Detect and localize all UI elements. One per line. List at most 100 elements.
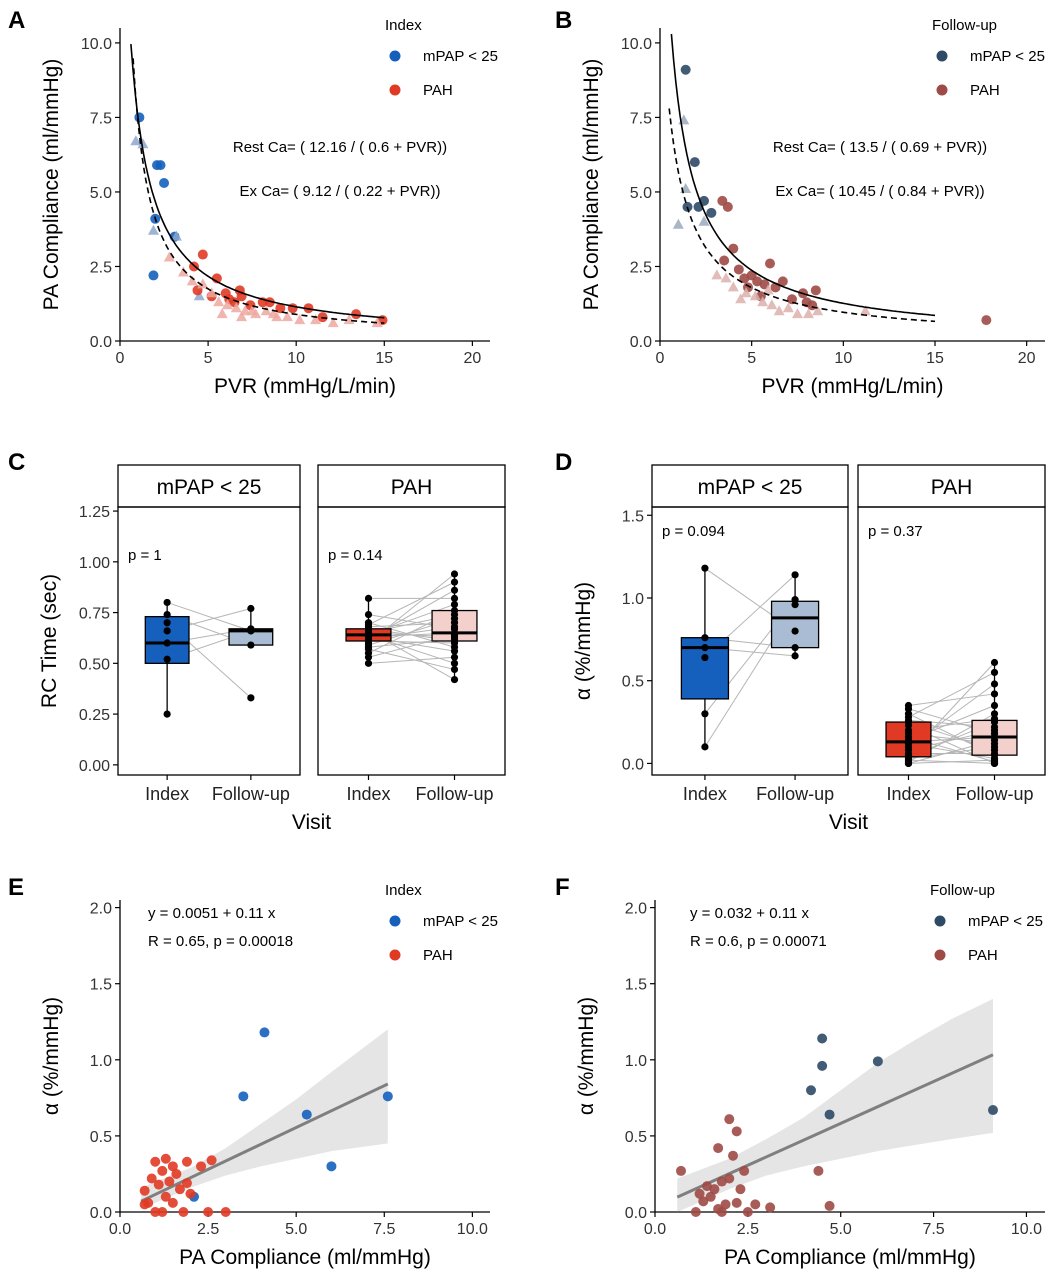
x-axis-label: PVR (mmHg/L/min) [761,375,943,398]
data-point [153,1179,164,1190]
pair-line [368,656,455,664]
facet-title: mPAP < 25 [698,476,803,499]
data-point-triangle [137,138,149,149]
data-point [364,659,373,667]
y-tick-label: 0.0 [90,334,112,351]
legend: Follow-up mPAP < 25 PAH [930,882,1043,964]
y-tick-label: 1.5 [90,977,112,994]
x-tick-label: 0 [656,350,665,367]
data-point-triangle [672,218,684,229]
legend: Follow-up mPAP < 25 PAH [932,17,1045,99]
data-point-triangle [698,215,710,226]
y-tick-label: 1.0 [625,1053,647,1070]
p-value: p = 1 [128,547,162,564]
facet-title: PAH [391,476,433,499]
data-point [716,1176,727,1187]
data-point [791,596,799,604]
data-point [806,1085,816,1096]
data-point [680,64,691,75]
data-point [139,1185,150,1196]
data-point-triangle [740,287,752,298]
x-tick-label: 10 [834,350,852,367]
data-point [364,594,373,602]
data-point [450,586,459,594]
y-tick-label: 0.0 [90,1205,112,1222]
data-point-triangle [260,305,272,316]
x-tick-label: 15 [926,350,944,367]
data-point [817,1060,828,1071]
data-point-triangle [221,299,233,310]
legend-swatch [389,915,401,927]
y-tick-label: 0.0 [630,334,652,351]
data-point [791,652,799,660]
data-point-triangle [859,305,871,316]
data-point [247,641,255,649]
data-point [150,1207,161,1217]
data-point [450,647,459,655]
pair-line [908,671,995,718]
x-tick-label: 7.5 [922,1221,944,1238]
data-point [872,1056,883,1067]
y-tick-label: 2.5 [630,259,652,276]
data-point [150,1156,161,1167]
data-point [364,611,373,619]
y-tick-label: 0.25 [79,707,110,724]
data-point [220,1207,231,1217]
legend-swatch [936,84,948,96]
data-point [728,243,739,254]
data-point [351,309,362,320]
data-point [178,1207,189,1217]
data-point [701,564,709,572]
data-point [163,598,171,607]
p-value: p = 0.37 [868,523,923,540]
data-point [134,112,145,123]
data-point [676,1165,686,1176]
annotation-text: Rest Ca= ( 12.16 / ( 0.6 + PVR)) [233,139,447,156]
y-tick-label: 0.00 [79,758,110,775]
data-point [238,1091,249,1102]
legend-swatch [934,949,946,961]
data-point-triangle [193,290,205,301]
data-point [159,178,170,189]
data-point [701,634,709,642]
x-tick-label: Follow-up [756,784,834,804]
data-point-triangle [782,302,794,313]
x-tick-label: 20 [463,350,481,367]
data-point [765,1202,776,1213]
data-point [720,1199,731,1210]
data-point [791,627,799,635]
legend-swatch [389,84,401,96]
data-point-triangle [343,314,355,325]
data-point-triangle [749,290,761,301]
data-point [163,619,171,627]
pair-line [368,581,455,626]
x-axis-label: PA Compliance (ml/mmHg) [179,1246,431,1269]
data-point [988,1105,998,1116]
data-point [690,1207,701,1217]
data-point [450,600,459,609]
data-point [148,270,159,281]
data-point [196,1161,207,1172]
data-point [904,759,913,768]
data-point [824,1200,835,1211]
data-point-triangle [720,272,732,283]
data-point-triangle [147,224,159,235]
data-point [220,288,231,299]
data-point [990,658,999,667]
facet-frame [651,506,849,776]
data-point [163,611,171,619]
x-axis-label: PA Compliance (ml/mmHg) [724,1246,976,1269]
legend-label: PAH [970,82,1000,99]
x-axis-label: Visit [829,811,868,834]
data-point [787,294,797,305]
data-point-triangle [327,317,339,328]
data-point [450,578,459,586]
data-point-triangle [267,308,279,319]
x-tick-label: 2.5 [197,1221,219,1238]
panel-e: 0.0 2.5 5.0 7.5 10.0 0.0 0.5 1.0 1.5 2.0 PA Compli… [40,882,498,1269]
data-point [364,653,373,661]
y-tick-label: 10.0 [621,36,652,53]
data-point [247,604,255,613]
